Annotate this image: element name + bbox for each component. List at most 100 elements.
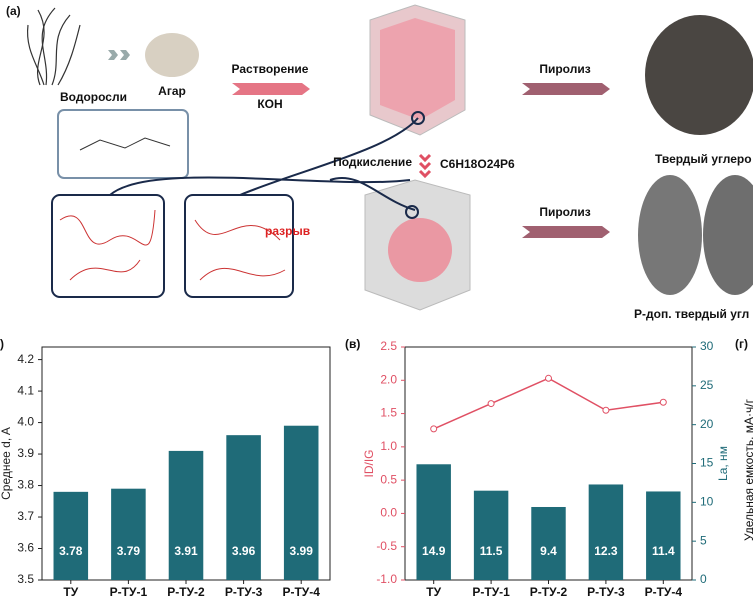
value-label: 12.3 — [594, 544, 618, 558]
y-tick-label: 4.0 — [17, 415, 34, 429]
carbon-icon — [645, 15, 753, 135]
connector-end — [405, 205, 419, 219]
axis-label: Удельная емкость, мА·ч/г — [742, 398, 753, 541]
bar — [226, 435, 261, 580]
y-tick-label: 2.5 — [380, 339, 397, 353]
x-tick-label: ТУ — [426, 585, 441, 599]
panel-label: (г) — [735, 337, 748, 351]
y-tick-label: 1.5 — [380, 406, 397, 420]
y-tick-label: 20 — [700, 417, 714, 431]
bar — [646, 491, 681, 580]
cube-core — [388, 218, 452, 282]
marker — [545, 374, 552, 382]
x-tick-label: Р-ТУ-1 — [472, 585, 510, 599]
bar — [588, 484, 624, 580]
y-tick-label: 3.6 — [17, 541, 34, 555]
y-tick-label: 10 — [700, 495, 714, 509]
label: C6H18O24P6 — [440, 157, 515, 171]
agar-icon — [145, 33, 199, 77]
y-tick-label: 30 — [700, 339, 714, 353]
label: Агар — [158, 84, 186, 98]
cube-core — [380, 18, 455, 120]
value-label: 9.4 — [540, 544, 557, 558]
y-tick-label: 3.7 — [17, 509, 34, 523]
axis-label: La, нм — [716, 446, 730, 481]
label: Твердый углеро — [655, 152, 752, 166]
bar — [283, 425, 319, 580]
x-tick-label: Р-ТУ-2 — [167, 585, 205, 599]
arrow — [522, 226, 610, 238]
line — [433, 377, 664, 430]
bar — [473, 490, 509, 580]
value-label: 11.5 — [480, 544, 503, 558]
label: Подкисление — [333, 155, 412, 169]
value-label: 14.9 — [422, 544, 446, 558]
panel-label: (в) — [345, 337, 360, 351]
molecule — [79, 137, 171, 151]
bar — [111, 488, 146, 580]
diagram: (a) Водоросли Агар Растворение КОН Пирол… — [0, 4, 753, 541]
marker — [659, 398, 667, 406]
y-tick-label: 0.0 — [380, 506, 397, 520]
value-label: 11.4 — [652, 544, 675, 558]
bar — [168, 450, 204, 580]
polymer-chain — [59, 209, 286, 281]
value-label: 3.99 — [290, 544, 314, 558]
panel-label: ) — [0, 337, 4, 351]
y-tick-label: 4.1 — [17, 383, 34, 397]
marker — [430, 425, 438, 433]
axis-label: ID/IG — [362, 449, 376, 477]
label: разрыв — [265, 224, 310, 238]
connector-end — [411, 111, 425, 125]
value-label: 3.79 — [117, 544, 141, 558]
y-tick-label: 3.9 — [17, 446, 34, 460]
bar — [416, 464, 451, 580]
connector — [109, 117, 419, 211]
y-tick-label: 3.8 — [17, 478, 34, 492]
y-tick-label: 5 — [700, 533, 707, 547]
arrow — [522, 83, 610, 95]
x-tick-label: ТУ — [63, 585, 78, 599]
y-tick-label: 2.0 — [380, 372, 397, 386]
x-tick-label: Р-ТУ-2 — [530, 585, 568, 599]
axis-label: Среднее d, A — [0, 427, 13, 500]
panel-label: (a) — [6, 4, 21, 18]
x-tick-label: Р-ТУ-3 — [225, 585, 263, 599]
x-tick-label: Р-ТУ-4 — [645, 585, 683, 599]
marker — [602, 406, 610, 414]
y-tick-label: -1.0 — [376, 572, 397, 586]
x-tick-label: Р-ТУ-4 — [282, 585, 320, 599]
shoe-icon — [703, 175, 753, 295]
y-tick-label: 0 — [700, 572, 707, 586]
x-tick-label: Р-ТУ-1 — [110, 585, 148, 599]
y-tick-label: 15 — [700, 456, 714, 470]
y-tick-label: 3.5 — [17, 572, 34, 586]
label: Водоросли — [60, 90, 127, 104]
label: Р-доп. твердый угл — [634, 307, 749, 321]
y-tick-label: 1.0 — [380, 439, 397, 453]
bar — [53, 491, 89, 580]
chain-box — [184, 194, 294, 298]
x-tick-label: Р-ТУ-3 — [587, 585, 625, 599]
shoe-icon — [638, 175, 702, 295]
seaweed-icon — [26, 7, 81, 86]
value-label: 3.78 — [59, 544, 83, 558]
marker — [487, 400, 495, 408]
y-tick-label: 0.5 — [380, 472, 397, 486]
y-tick-label: 4.2 — [17, 352, 34, 366]
arrow — [418, 153, 432, 179]
chain-box — [51, 194, 165, 298]
label: Пиролиз — [539, 205, 590, 219]
molecule-box — [57, 109, 189, 179]
label: КОН — [257, 97, 282, 111]
y-tick-label: -0.5 — [376, 539, 397, 553]
arrow — [232, 83, 310, 95]
y-tick-label: 25 — [700, 378, 714, 392]
bar — [531, 506, 566, 580]
label: Растворение — [232, 62, 309, 76]
value-label: 3.91 — [174, 544, 198, 558]
label: Пиролиз — [539, 62, 590, 76]
chevron — [108, 50, 130, 60]
value-label: 3.96 — [232, 544, 256, 558]
